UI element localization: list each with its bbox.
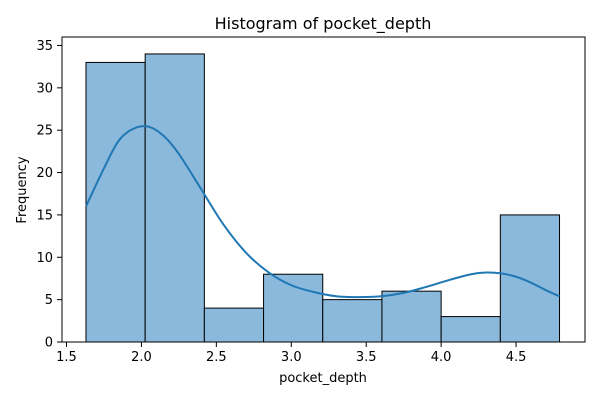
histogram-bar-4: [263, 273, 324, 343]
x-tick-label: 4.0: [431, 350, 452, 365]
histogram-bar-1: [85, 61, 146, 343]
histogram-bar-8: [499, 214, 561, 343]
x-axis-label: pocket_depth: [279, 371, 367, 386]
histogram-bar-3: [203, 307, 265, 343]
y-tick-label: 0: [45, 336, 53, 351]
bars-group: [85, 53, 561, 343]
x-tick-label: 1.5: [56, 350, 77, 365]
y-tick-label: 10: [36, 251, 53, 266]
x-tick-label: 3.0: [281, 350, 302, 365]
x-axis: 1.5 2.0 2.5 3.0 3.5 4.0 4.5: [56, 342, 526, 365]
y-tick-label: 30: [36, 81, 53, 96]
plot-frame: [61, 36, 586, 343]
histogram-bar-7: [440, 316, 501, 343]
y-tick-label: 20: [36, 166, 53, 181]
x-tick-label: 2.5: [206, 350, 227, 365]
y-tick-label: 25: [36, 124, 53, 139]
y-tick-label: 35: [36, 39, 53, 54]
kde-curve: [85, 125, 560, 299]
x-tick-label: 4.5: [506, 350, 527, 365]
y-tick-label: 15: [36, 208, 53, 223]
y-axis: 0 5 10 15 20 25 30 35: [36, 39, 62, 351]
y-axis-label: Frequency: [15, 156, 30, 223]
x-tick-label: 2.0: [131, 350, 152, 365]
histogram-bar-2: [144, 53, 205, 343]
chart-title: Histogram of pocket_depth: [215, 14, 432, 34]
histogram-bar-6: [381, 290, 442, 343]
y-tick-label: 5: [45, 293, 53, 308]
histogram-bar-5: [322, 299, 383, 343]
x-tick-label: 3.5: [356, 350, 377, 365]
